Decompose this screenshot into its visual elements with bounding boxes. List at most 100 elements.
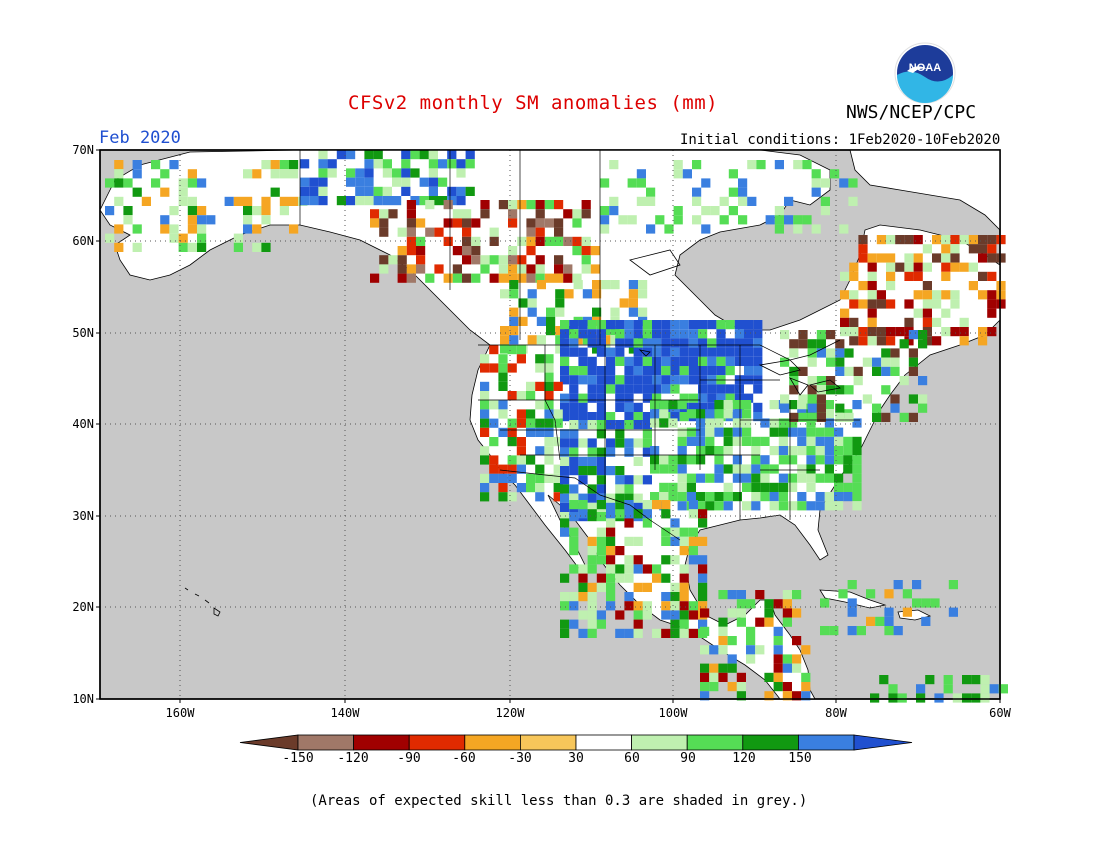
anomaly-cell — [606, 384, 616, 394]
anomaly-cell — [498, 381, 508, 391]
anomaly-cell — [670, 329, 680, 339]
anomaly-cell — [661, 347, 671, 357]
anomaly-cell — [895, 327, 905, 337]
anomaly-cell — [670, 338, 680, 348]
anomaly-cell — [526, 483, 536, 493]
anomaly-cell — [261, 242, 271, 252]
anomaly-cell — [913, 235, 923, 245]
anomaly-cell — [700, 691, 710, 701]
anomaly-cell — [904, 271, 914, 281]
anomaly-cell — [698, 601, 708, 611]
anomaly-cell — [875, 616, 885, 626]
anomaly-cell — [840, 317, 850, 327]
anomaly-cell — [624, 384, 634, 394]
anomaly-cell — [769, 482, 779, 492]
anomaly-cell — [633, 509, 643, 519]
anomaly-cell — [959, 262, 969, 272]
anomaly-cell — [554, 227, 564, 237]
anomaly-cell — [723, 446, 733, 456]
anomaly-cell — [500, 289, 510, 299]
anomaly-cell — [918, 376, 928, 386]
anomaly-cell — [707, 320, 717, 330]
anomaly-cell — [578, 456, 588, 466]
anomaly-cell — [578, 493, 588, 503]
anomaly-cell — [778, 501, 788, 511]
anomaly-cell — [753, 320, 763, 330]
anomaly-cell — [535, 427, 545, 437]
anomaly-cell — [578, 582, 588, 592]
anomaly-cell — [806, 427, 816, 437]
anomaly-cell — [650, 418, 660, 428]
anomaly-cell — [852, 473, 862, 483]
anomaly-cell — [700, 608, 710, 618]
anomaly-cell — [590, 264, 600, 274]
anomaly-cell — [270, 169, 280, 179]
anomaly-cell — [578, 366, 588, 376]
anomaly-cell — [978, 290, 988, 300]
anomaly-cell — [742, 409, 752, 419]
anomaly-cell — [624, 393, 634, 403]
anomaly-cell — [425, 200, 435, 210]
anomaly-cell — [908, 330, 918, 340]
anomaly-cell — [318, 196, 328, 206]
anomaly-cell — [633, 601, 643, 611]
anomaly-cell — [816, 403, 826, 413]
anomaly-cell — [642, 438, 652, 448]
anomaly-cell — [132, 187, 142, 197]
anomaly-cell — [123, 178, 133, 188]
anomaly-cell — [738, 178, 748, 188]
anomaly-cell — [434, 227, 444, 237]
anomaly-cell — [569, 564, 579, 574]
anomaly-cell — [615, 420, 625, 430]
anomaly-cell — [498, 255, 508, 265]
anomaly-cell — [526, 381, 536, 391]
anomaly-cell — [782, 663, 792, 673]
anomaly-cell — [578, 610, 588, 620]
anomaly-cell — [544, 200, 554, 210]
anomaly-cell — [839, 178, 849, 188]
anomaly-cell — [876, 290, 886, 300]
anomaly-cell — [941, 308, 951, 318]
anomaly-cell — [849, 271, 859, 281]
lon-label-140w: 140W — [330, 706, 360, 720]
anomaly-cell — [500, 326, 510, 336]
anomaly-cell — [725, 338, 735, 348]
anomaly-cell — [688, 500, 698, 510]
anomaly-cell — [516, 446, 526, 456]
anomaly-cell — [701, 224, 711, 234]
anomaly-cell — [428, 186, 438, 196]
anomaly-cell — [904, 253, 914, 263]
anomaly-cell — [806, 455, 816, 465]
anomaly-cell — [820, 626, 830, 636]
legend-swatch — [297, 734, 354, 751]
anomaly-cell — [688, 536, 698, 546]
anomaly-cell — [723, 409, 733, 419]
anomaly-cell — [670, 555, 680, 565]
anomaly-cell — [569, 447, 579, 457]
anomaly-cell — [587, 320, 597, 330]
anomaly-cell — [760, 436, 770, 446]
anomaly-cell — [661, 366, 671, 376]
anomaly-cell — [788, 427, 798, 437]
anomaly-cell — [544, 381, 554, 391]
anomaly-cell — [884, 616, 894, 626]
anomaly-cell — [899, 376, 909, 386]
anomaly-cell — [633, 456, 643, 466]
anomaly-cell — [596, 610, 606, 620]
anomaly-cell — [769, 400, 779, 410]
anomaly-cell — [606, 555, 616, 565]
anomaly-cell — [289, 160, 299, 170]
anomaly-cell — [746, 599, 756, 609]
anomaly-cell — [788, 455, 798, 465]
anomaly-cell — [507, 464, 517, 474]
anomaly-cell — [507, 473, 517, 483]
anomaly-cell — [554, 200, 564, 210]
anomaly-cell — [908, 394, 918, 404]
anomaly-cell — [802, 215, 812, 225]
anomaly-cell — [382, 186, 392, 196]
anomaly-cell — [624, 592, 634, 602]
anomaly-cell — [652, 375, 662, 385]
anomaly-cell — [782, 617, 792, 627]
anomaly-cell — [132, 242, 142, 252]
anomaly-cell — [932, 253, 942, 263]
